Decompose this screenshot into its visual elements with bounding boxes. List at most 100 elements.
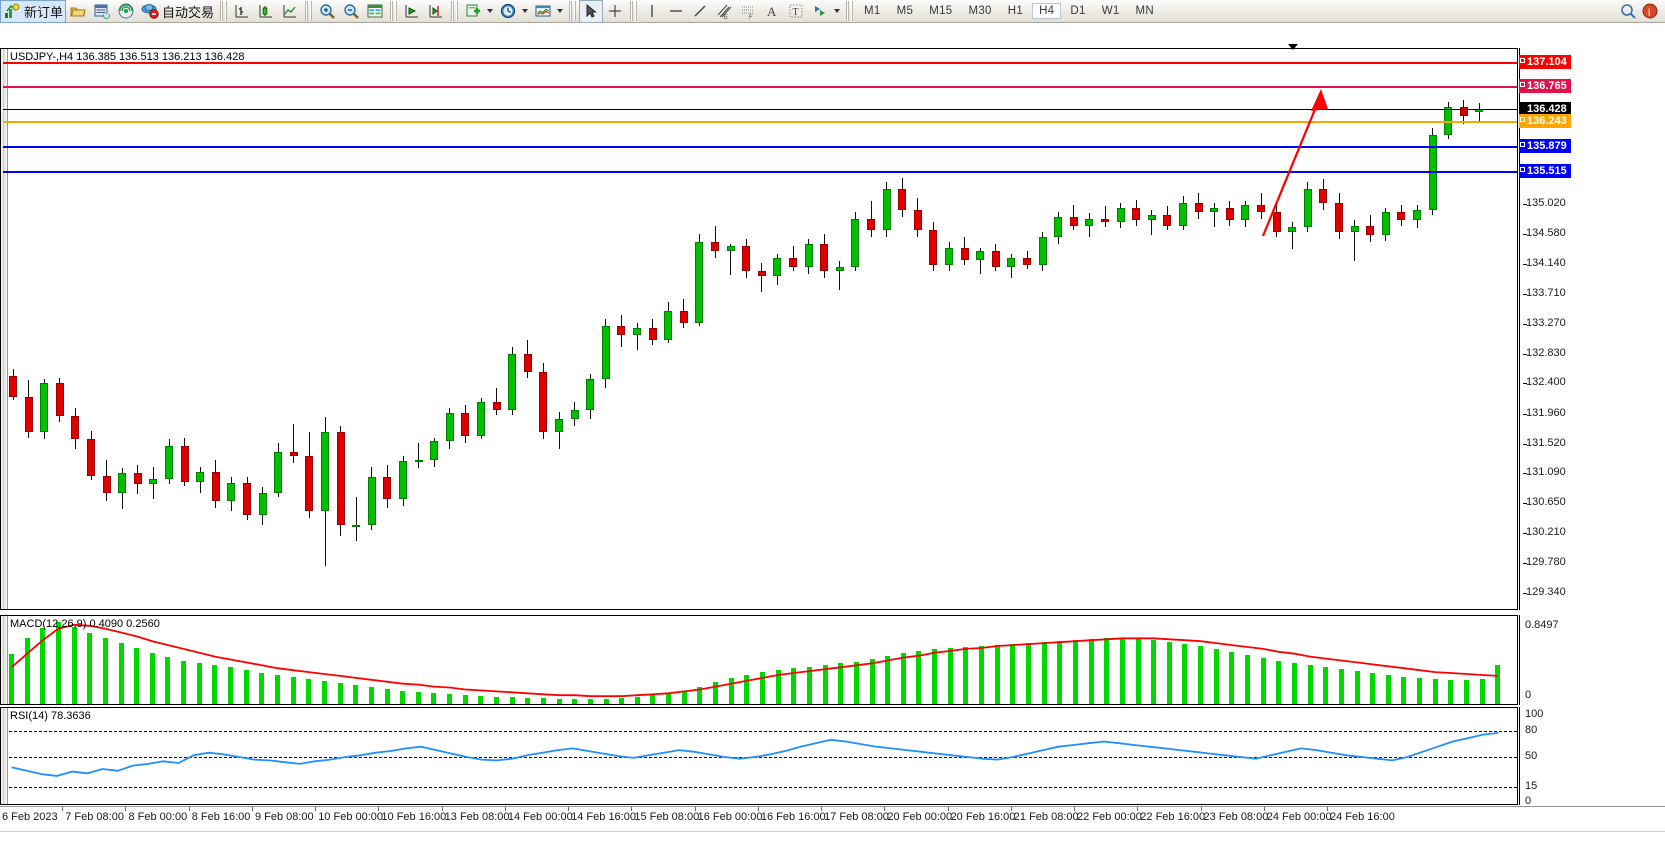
rsi-scale-15: 15 [1525, 780, 1538, 793]
data-grid-button[interactable] [363, 1, 387, 22]
macd-histogram-bar [1057, 641, 1063, 704]
macd-histogram-bar [102, 638, 108, 704]
trendline-button[interactable] [688, 1, 712, 22]
candle-body [960, 247, 969, 260]
crosshair-button[interactable] [603, 1, 627, 22]
line-anchor-handle[interactable] [1517, 84, 1518, 90]
text-button[interactable]: A [760, 1, 784, 22]
folder-button[interactable] [66, 1, 90, 22]
text-label-button[interactable]: T [784, 1, 808, 22]
macd-label: MACD(12,26,9) 0.4090 0.2560 [10, 618, 160, 630]
timeframe-mn[interactable]: MN [1135, 5, 1155, 17]
chart-shift-marker[interactable] [1288, 44, 1298, 50]
macd-histogram-bar [603, 699, 609, 704]
resistance-line-2[interactable] [3, 84, 1518, 90]
bar-chart-button[interactable] [230, 1, 254, 22]
timeframe-d1[interactable]: D1 [1070, 5, 1086, 17]
candle-body [180, 446, 189, 482]
rsi-pane[interactable]: RSI(14) 78.3636 [0, 707, 1518, 805]
time-axis[interactable]: 6 Feb 2023 7 Feb 08:00 8 Feb 00:00 8 Feb 16… [0, 806, 1665, 831]
price-axis[interactable]: 135.020 134.580 134.140 133.710 133.270 132.8… [1519, 48, 1665, 610]
timeframe-w1[interactable]: W1 [1101, 5, 1120, 17]
macd-histogram-bar [775, 670, 781, 704]
candle-body [367, 476, 376, 525]
line-anchor-handle[interactable] [1517, 60, 1518, 66]
macd-histogram-bar [822, 665, 828, 704]
line-anchor-handle[interactable] [1517, 169, 1518, 175]
macd-histogram-bar [681, 690, 687, 704]
time-tick-mark [821, 807, 823, 811]
macd-histogram-bar [838, 663, 844, 704]
macd-histogram-bar [478, 696, 484, 704]
fibonacci-button[interactable]: F [736, 1, 760, 22]
signal-button[interactable] [114, 1, 138, 22]
zoom-in-button[interactable] [315, 1, 339, 22]
cursor-button[interactable] [579, 0, 604, 23]
add-indicator-caret-icon[interactable] [487, 9, 494, 13]
autotrading-icon [141, 2, 159, 20]
support-line-1[interactable] [3, 144, 1518, 150]
time-tick-mark [315, 807, 317, 811]
macd-histogram-bar [243, 670, 249, 704]
equidistant-channel-button[interactable]: E [712, 1, 736, 22]
candlestick-chart-button[interactable] [254, 1, 278, 22]
period-button[interactable] [496, 1, 531, 22]
candle-body [913, 209, 922, 231]
timeframe-h1[interactable]: H1 [1007, 5, 1024, 17]
timeframe-m15[interactable]: M15 [929, 5, 953, 17]
timeframe-m30[interactable]: M30 [968, 5, 992, 17]
help-icon[interactable]: i [1641, 2, 1659, 20]
trendline-icon [691, 2, 709, 20]
candle-wick [418, 442, 420, 468]
data-window-button[interactable] [90, 1, 114, 22]
bullish-trend-arrow[interactable] [1, 49, 1517, 609]
toolbar-separator-2 [305, 1, 313, 21]
rsi-level-line-80 [9, 731, 1517, 733]
objects-button[interactable] [808, 1, 843, 22]
autotrading-button[interactable]: 自动交易 [138, 1, 217, 22]
line-anchor-handle[interactable] [1517, 119, 1518, 125]
templates-button[interactable] [531, 1, 566, 22]
zoom-out-button[interactable] [339, 1, 363, 22]
candle-body [1303, 189, 1312, 227]
shift-end-button[interactable] [424, 1, 448, 22]
rsi-axis: 100 80 50 15 0 [1519, 707, 1665, 807]
candle-body [118, 473, 127, 493]
vertical-line-button[interactable] [640, 1, 664, 22]
shift-end-icon [427, 2, 445, 20]
macd-histogram-bar [71, 626, 77, 704]
macd-histogram-bar [149, 652, 155, 704]
templates-caret-icon[interactable] [557, 9, 564, 13]
svg-text:E: E [724, 15, 728, 20]
rsi-scale-0: 0 [1525, 795, 1532, 807]
timeframe-m5[interactable]: M5 [896, 5, 914, 17]
time-tick-label: 22 Feb 16:00 [1140, 811, 1206, 823]
macd-histogram-bar [1182, 644, 1188, 704]
price-tick: 129.340 [1523, 585, 1566, 598]
price-chart-pane[interactable]: USDJPY-,H4 136.385 136.513 136.213 136.4… [0, 48, 1518, 610]
zoom-in-icon [318, 2, 336, 20]
current-price-line[interactable] [3, 108, 1517, 110]
period-caret-icon[interactable] [522, 9, 529, 13]
line-anchor-handle[interactable] [1517, 144, 1518, 150]
new-order-button[interactable]: 新订单 [0, 0, 67, 23]
support-line-2[interactable] [3, 169, 1518, 175]
candle-wick [730, 244, 732, 275]
search-icon[interactable] [1619, 2, 1637, 20]
toolbar-separator-1 [220, 1, 228, 21]
horizontal-line-button[interactable] [664, 1, 688, 22]
timeframe-m1[interactable]: M1 [864, 5, 881, 17]
entry-line[interactable] [3, 119, 1518, 125]
candle-body [1054, 216, 1063, 238]
resistance-line-1[interactable] [3, 60, 1518, 66]
line-chart-button[interactable] [278, 1, 302, 22]
macd-histogram-bar [1088, 639, 1094, 704]
candle-body [586, 378, 595, 411]
time-tick-mark [568, 807, 570, 811]
add-indicator-button[interactable] [461, 1, 496, 22]
macd-pane[interactable]: MACD(12,26,9) 0.4090 0.2560 [0, 615, 1518, 705]
timeframe-h4[interactable]: H4 [1032, 3, 1062, 19]
chart-area[interactable]: USDJPY-,H4 136.385 136.513 136.213 136.4… [0, 23, 1665, 861]
shift-start-button[interactable] [400, 1, 424, 22]
objects-caret-icon[interactable] [834, 9, 841, 13]
